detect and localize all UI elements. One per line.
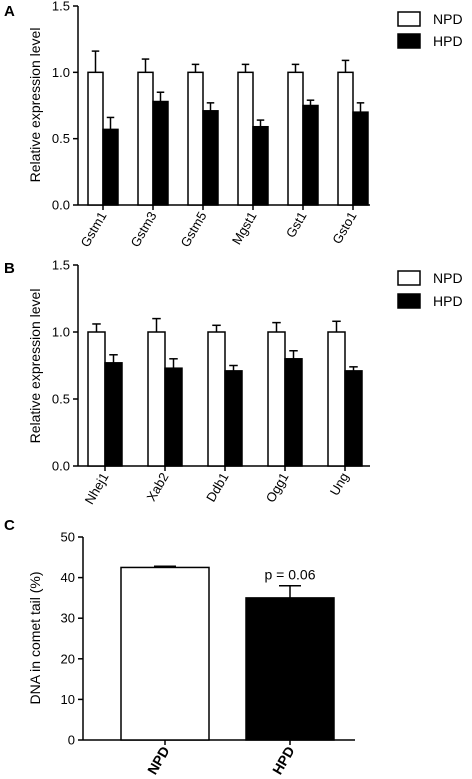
bar-npd — [207, 331, 226, 467]
bar-hpd — [245, 597, 335, 741]
x-tick-label: Ogg1 — [263, 470, 292, 505]
panel-c-y-axis-label: DNA in comet tail (%) — [27, 571, 43, 704]
panel-b-legend: NPD HPD — [397, 270, 463, 309]
x-tick-label: Gstm3 — [127, 209, 159, 250]
y-tick-label: 30 — [61, 611, 75, 626]
y-tick-label: 1.0 — [52, 325, 70, 340]
x-tick-label: Gstm1 — [77, 209, 109, 250]
x-tick-label: Xab2 — [143, 470, 171, 504]
legend-hpd-swatch — [397, 33, 421, 49]
panel-label-a: A — [4, 3, 15, 20]
legend-npd-label: NPD — [433, 270, 463, 286]
p-value-annotation: p = 0.06 — [265, 567, 316, 583]
bar-npd — [337, 71, 354, 206]
bar-hpd — [152, 100, 169, 206]
bar-npd — [287, 71, 304, 206]
y-tick-label: 10 — [61, 692, 75, 707]
bar-hpd — [224, 370, 243, 467]
bar-npd — [237, 71, 254, 206]
x-tick-label: Gsto1 — [329, 209, 359, 247]
panel-c-chart: C DNA in comet tail (%) 0 10 20 30 40 50 NPD HP… — [4, 517, 355, 777]
legend-npd-swatch — [397, 11, 421, 27]
panel-label-b: B — [4, 260, 15, 277]
bar-hpd — [104, 362, 123, 467]
y-tick-label: 0.5 — [52, 131, 70, 146]
y-tick-label: 0.0 — [52, 459, 70, 474]
x-tick-label: Gstm5 — [177, 209, 209, 250]
x-tick-label: HPD — [269, 744, 298, 778]
bar-npd — [267, 331, 286, 467]
legend-npd-label: NPD — [433, 11, 463, 27]
legend-hpd-swatch — [397, 293, 421, 309]
panel-a-y-axis-label: Relative expression level — [27, 28, 43, 183]
y-tick-label: 0.0 — [52, 198, 70, 213]
panel-b-y-axis-label: Relative expression level — [27, 289, 43, 444]
y-tick-label: 50 — [61, 530, 75, 545]
bar-hpd — [302, 104, 319, 206]
bar-npd — [120, 566, 210, 741]
y-tick-label: 0.5 — [52, 392, 70, 407]
bar-npd — [327, 331, 346, 467]
y-tick-label: 1.5 — [52, 258, 70, 273]
bar-npd — [137, 71, 154, 206]
bar-hpd — [344, 370, 363, 467]
bar-hpd — [102, 128, 119, 206]
x-tick-label: Nhej1 — [82, 470, 112, 507]
bar-npd — [87, 71, 104, 206]
y-tick-label: 1.5 — [52, 0, 70, 14]
x-tick-label: Gst1 — [283, 209, 310, 240]
bar-hpd — [352, 111, 369, 206]
bar-hpd — [252, 125, 269, 206]
panel-label-c: C — [4, 517, 15, 534]
bar-hpd — [202, 110, 219, 206]
y-tick-label: 20 — [61, 651, 75, 666]
bar-hpd — [284, 358, 303, 467]
bar-npd — [87, 331, 106, 467]
x-tick-label: NPD — [144, 744, 173, 778]
panel-a-legend: NPD HPD — [397, 11, 463, 49]
bar-npd — [187, 71, 204, 206]
y-tick-label: 0 — [68, 733, 75, 748]
x-tick-label: Ddb1 — [203, 470, 232, 504]
panel-b-chart: B Relative expression level NPD HPD 0.0 0… — [4, 258, 463, 507]
panel-a-chart: A Relative expression level NPD HPD 0.0 0… — [4, 0, 463, 250]
y-tick-label: 40 — [61, 570, 75, 585]
y-tick-label: 1.0 — [52, 65, 70, 80]
legend-hpd-label: HPD — [433, 293, 463, 309]
legend-hpd-label: HPD — [433, 33, 463, 49]
x-tick-label: Mgst1 — [229, 209, 260, 247]
bar-hpd — [164, 367, 183, 467]
bar-npd — [147, 331, 166, 467]
x-tick-label: Ung — [327, 470, 352, 498]
legend-npd-swatch — [397, 270, 421, 286]
